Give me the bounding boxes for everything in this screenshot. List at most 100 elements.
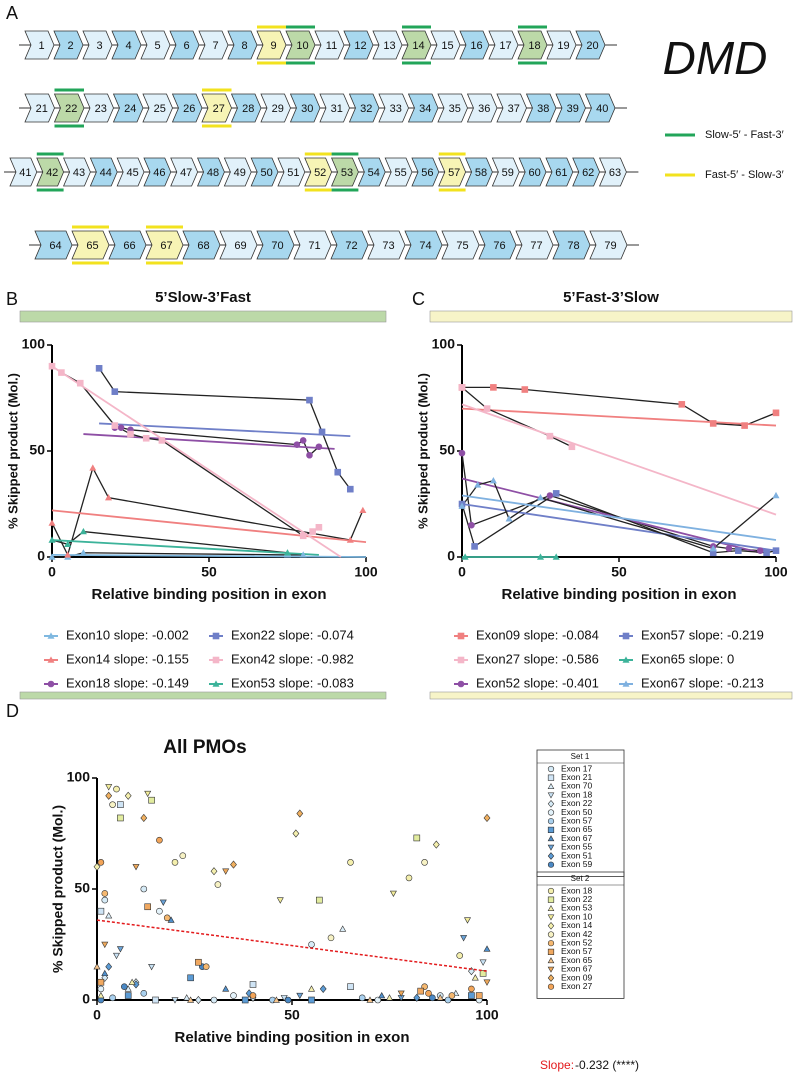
data-point bbox=[97, 859, 105, 866]
legend-marker bbox=[547, 887, 555, 895]
legend-label: Exon53 slope: -0.083 bbox=[231, 675, 354, 690]
exon-label: 7 bbox=[212, 40, 218, 52]
data-point bbox=[48, 519, 56, 526]
legend-marker bbox=[547, 826, 555, 833]
exon bbox=[330, 230, 369, 260]
data-point bbox=[308, 996, 315, 1004]
data-point bbox=[483, 979, 491, 986]
data-point bbox=[741, 422, 748, 429]
data-point bbox=[214, 881, 222, 888]
exon-label: 21 bbox=[36, 103, 48, 115]
exon bbox=[142, 93, 173, 123]
exon-label: 6 bbox=[183, 40, 189, 52]
legend-marker bbox=[547, 774, 555, 781]
y-tick-label: 50 bbox=[439, 442, 455, 458]
data-point bbox=[306, 451, 313, 459]
exon-label: 24 bbox=[124, 103, 136, 115]
exon bbox=[478, 230, 517, 260]
exon-label: 40 bbox=[596, 103, 608, 115]
legend-label: Exon52 slope: -0.401 bbox=[476, 675, 599, 690]
data-point bbox=[536, 553, 545, 560]
data-point bbox=[140, 813, 148, 823]
data-point bbox=[421, 859, 428, 866]
legend-title: Set 2 bbox=[571, 874, 590, 883]
legend-marker bbox=[547, 921, 555, 930]
y-tick-label: 50 bbox=[29, 442, 45, 458]
exon-label: 67 bbox=[160, 240, 172, 252]
data-point bbox=[48, 536, 56, 543]
exon bbox=[545, 157, 574, 187]
title-banner bbox=[19, 310, 387, 323]
data-point bbox=[241, 996, 249, 1004]
legend-box bbox=[536, 871, 625, 999]
exon bbox=[384, 157, 413, 187]
exon-label: 17 bbox=[499, 40, 511, 52]
data-line bbox=[461, 386, 573, 448]
fit-line bbox=[461, 403, 777, 516]
exon bbox=[357, 157, 386, 187]
fit-line bbox=[83, 433, 335, 450]
data-point bbox=[283, 549, 292, 556]
data-point bbox=[292, 829, 300, 838]
exon-label: 37 bbox=[508, 103, 520, 115]
data-point bbox=[111, 422, 119, 429]
x-tick-label: 100 bbox=[475, 1007, 499, 1023]
exon bbox=[572, 157, 601, 187]
data-point bbox=[505, 515, 513, 522]
gene-title: DMD bbox=[663, 32, 768, 84]
exon bbox=[372, 30, 403, 60]
data-point bbox=[552, 553, 560, 560]
exon bbox=[293, 230, 332, 260]
data-point bbox=[121, 983, 128, 990]
legend-marker bbox=[547, 818, 555, 825]
data-point bbox=[127, 430, 134, 438]
data-point bbox=[319, 984, 327, 993]
exon-label: 27 bbox=[213, 103, 225, 115]
legend-label: Exon57 slope: -0.219 bbox=[641, 627, 764, 642]
x-tick-label: 100 bbox=[764, 564, 788, 580]
exon bbox=[250, 157, 279, 187]
data-point bbox=[101, 896, 109, 904]
legend-box bbox=[536, 749, 625, 877]
exon-label: 35 bbox=[449, 103, 461, 115]
data-point bbox=[195, 995, 202, 1005]
data-point bbox=[475, 992, 483, 999]
data-point bbox=[456, 952, 464, 959]
footer-banner bbox=[429, 691, 793, 700]
data-point bbox=[97, 907, 105, 915]
legend-label: Exon 65 bbox=[561, 955, 592, 965]
data-point bbox=[397, 990, 405, 997]
data-point bbox=[471, 974, 479, 981]
exon-label: 26 bbox=[183, 103, 195, 115]
exon bbox=[319, 93, 350, 123]
data-point bbox=[148, 963, 156, 971]
legend-marker bbox=[47, 680, 55, 688]
exon bbox=[491, 157, 520, 187]
data-point bbox=[97, 991, 105, 999]
data-point bbox=[105, 784, 113, 791]
y-tick-label: 0 bbox=[447, 548, 455, 564]
data-line bbox=[51, 466, 364, 557]
exon-label: 38 bbox=[537, 103, 549, 115]
legend-label: Exon 10 bbox=[561, 911, 592, 921]
data-point bbox=[101, 890, 109, 897]
data-point bbox=[468, 992, 475, 999]
panel-label: C bbox=[412, 289, 425, 309]
exon bbox=[496, 93, 527, 123]
y-tick-label: 0 bbox=[37, 548, 45, 564]
data-point bbox=[79, 527, 87, 535]
legend-marker bbox=[622, 656, 630, 663]
exon-label: 75 bbox=[456, 240, 468, 252]
exon bbox=[575, 30, 606, 60]
exon-label: 56 bbox=[421, 167, 433, 179]
footer-banner bbox=[19, 691, 387, 700]
exon bbox=[116, 157, 145, 187]
data-point bbox=[116, 946, 124, 953]
exon-label: 59 bbox=[502, 167, 514, 179]
legend-marker bbox=[547, 765, 555, 773]
legend-title: Set 1 bbox=[571, 752, 590, 761]
y-axis-label: % Skipped product (Mol.) bbox=[415, 373, 430, 529]
legend-marker bbox=[547, 940, 555, 947]
exon bbox=[111, 30, 142, 60]
legend-label: Exon 09 bbox=[561, 972, 592, 982]
